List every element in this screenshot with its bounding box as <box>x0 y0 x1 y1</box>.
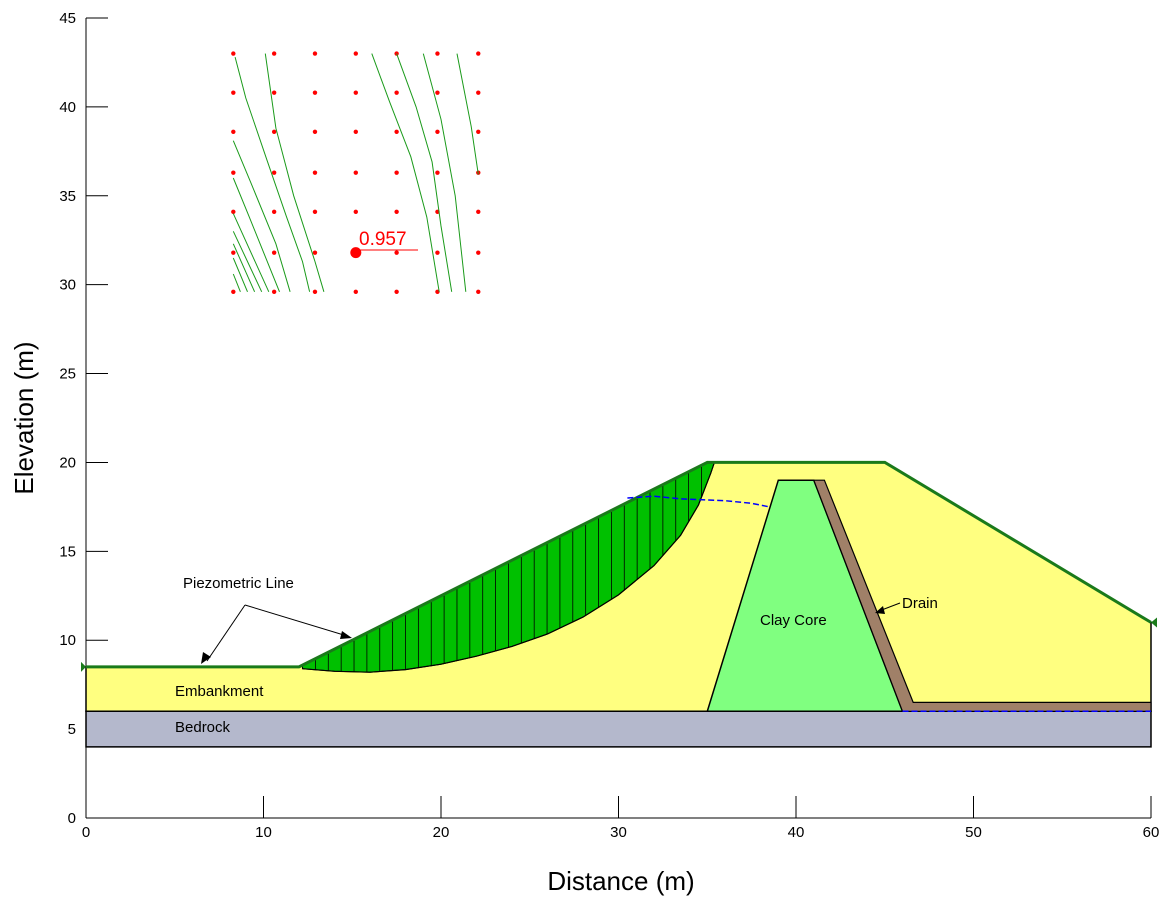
piezometric-line-label: Piezometric Line <box>183 575 294 592</box>
x-tick-label: 40 <box>788 824 805 841</box>
y-axis-title: Elevation (m) <box>9 341 39 494</box>
drain-arrow-head <box>875 606 885 614</box>
fos-contour <box>371 53 440 292</box>
fos-contour <box>234 56 311 292</box>
grid-point <box>271 51 277 56</box>
grid-point <box>231 250 236 255</box>
fos-contour <box>232 243 256 293</box>
fos-contour <box>232 273 241 292</box>
fos-contour <box>396 53 453 292</box>
fos-contour <box>264 53 325 292</box>
arrow-head-left <box>201 652 211 664</box>
grid-point <box>312 170 318 175</box>
grid-point <box>435 51 440 56</box>
grid-point <box>231 170 236 175</box>
grid-point <box>476 51 481 56</box>
grid-point <box>353 51 358 56</box>
grid-point <box>312 129 318 134</box>
grid-point <box>231 51 236 56</box>
fos-contour <box>232 213 270 293</box>
grid-point <box>312 209 318 214</box>
grid-point <box>476 250 481 255</box>
y-tick-label: 30 <box>59 277 76 294</box>
axis-tick-labels: 0 10 20 30 40 50 60 0 5 10 15 20 25 30 35 40 45 <box>59 10 1159 841</box>
x-tick-label: 20 <box>433 824 450 841</box>
grid-point <box>435 129 440 134</box>
grid-point <box>435 250 440 255</box>
cross-section <box>81 460 1157 748</box>
grid-point <box>231 90 236 95</box>
piezometric-arrow-left <box>206 604 246 662</box>
factor-of-safety-label: 0.957 <box>359 229 407 250</box>
grid-point <box>312 289 318 294</box>
piezometric-arrow-right <box>244 604 348 637</box>
y-tick-label: 40 <box>59 99 76 116</box>
grid-point <box>353 209 358 214</box>
grid-point <box>394 129 399 134</box>
x-tick-label: 50 <box>965 824 982 841</box>
grid-point <box>312 90 318 95</box>
y-tick-label: 35 <box>59 188 76 205</box>
grid-point <box>394 250 399 255</box>
grid-point <box>394 51 399 56</box>
grid-point <box>435 170 440 175</box>
grid-point <box>312 51 318 56</box>
ground-surface-line <box>86 460 1152 669</box>
grid-point <box>394 209 399 214</box>
fos-contour <box>232 231 263 293</box>
fos-contour <box>232 257 248 292</box>
right-boundary-marker <box>1151 617 1157 628</box>
x-tick-label: 0 <box>82 824 90 841</box>
grid-point <box>271 209 277 214</box>
y-tick-label: 10 <box>59 632 76 649</box>
x-tick-label: 30 <box>610 824 627 841</box>
drain-label: Drain <box>902 595 938 612</box>
slip-center-grid <box>231 51 481 294</box>
grid-point <box>476 209 481 214</box>
grid-point <box>476 129 481 134</box>
x-tick-label: 60 <box>1143 824 1160 841</box>
x-tick-label: 10 <box>255 824 272 841</box>
grid-point <box>394 289 399 294</box>
y-tick-label: 25 <box>59 366 76 383</box>
grid-point <box>353 129 358 134</box>
grid-point <box>353 90 358 95</box>
grid-point <box>271 129 277 134</box>
grid-point <box>271 90 277 95</box>
grid-point <box>271 289 277 294</box>
grid-point <box>394 170 399 175</box>
grid-point <box>394 90 399 95</box>
fos-contour <box>456 53 479 175</box>
grid-point <box>435 90 440 95</box>
slip-surface <box>302 462 715 673</box>
grid-point <box>476 90 481 95</box>
y-tick-label: 20 <box>59 454 76 471</box>
left-boundary-marker <box>81 661 86 672</box>
grid-point <box>476 289 481 294</box>
grid-point <box>231 209 236 214</box>
bedrock-label: Bedrock <box>175 719 231 736</box>
grid-point <box>353 289 358 294</box>
grid-point <box>312 250 318 255</box>
water-table-upstream <box>627 495 770 508</box>
bedrock-region <box>85 710 1152 748</box>
y-tick-label: 15 <box>59 543 76 560</box>
grid-point <box>271 250 277 255</box>
grid-point <box>231 129 236 134</box>
y-tick-label: 5 <box>68 721 76 738</box>
fos-contour <box>232 177 280 292</box>
embankment-label: Embankment <box>175 683 264 700</box>
clay-core-label: Clay Core <box>760 612 827 629</box>
grid-point <box>231 289 236 294</box>
fos-contour <box>232 140 291 292</box>
x-axis-title: Distance (m) <box>547 866 694 896</box>
fos-contour <box>422 53 467 292</box>
grid-point <box>271 170 277 175</box>
arrow-head-right <box>340 631 352 639</box>
y-tick-label: 45 <box>59 10 76 27</box>
y-tick-label: 0 <box>68 810 76 827</box>
grid-point <box>353 170 358 175</box>
